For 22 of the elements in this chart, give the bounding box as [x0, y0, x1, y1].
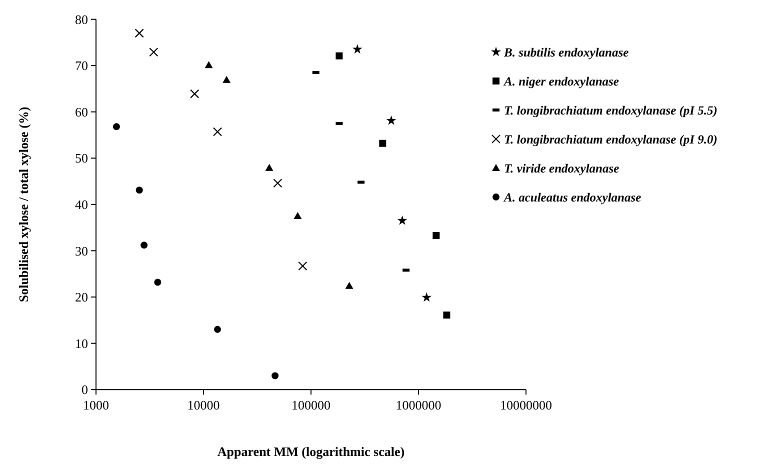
legend-label: A. aculeatus endoxylanase: [503, 190, 642, 204]
legend-label: B. subtilis endoxylanase: [503, 45, 630, 60]
legend-label: T. longibrachiatum endoxylanase (pI 9.0): [504, 132, 718, 146]
y-tick-label: 70: [75, 58, 88, 74]
x-tick-label: 10000000: [500, 398, 552, 413]
y-tick-label: 80: [75, 12, 88, 27]
y-tick-label: 0: [82, 382, 88, 398]
y-tick-label: 10: [75, 336, 88, 351]
y-tick-label: 20: [75, 290, 88, 305]
y-tick-label: 40: [75, 197, 88, 212]
y-tick-label: 60: [75, 104, 88, 120]
x-tick-label: 1000000: [396, 398, 442, 413]
x-tick-label: 10000: [187, 398, 220, 413]
x-tick-label: 100000: [292, 398, 330, 413]
legend-label: A. niger endoxylanase: [503, 74, 620, 88]
x-axis-title: Apparent MM (logarithmic scale): [217, 444, 405, 459]
y-tick-label: 50: [75, 150, 88, 166]
legend-label: T. longibrachiatum endoxylanase (pI 5.5): [504, 103, 718, 118]
x-tick-label: 1000: [83, 398, 109, 413]
y-axis-title: Solubilised xylose / total xylose (%): [16, 106, 31, 302]
y-tick-label: 30: [75, 243, 88, 258]
legend-label: T. viride endoxylanase: [504, 161, 620, 176]
